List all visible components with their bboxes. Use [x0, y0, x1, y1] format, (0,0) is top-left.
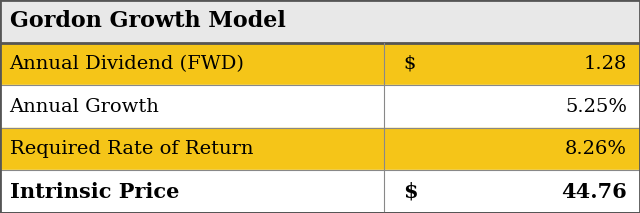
Text: Intrinsic Price: Intrinsic Price [10, 182, 179, 202]
Text: Annual Dividend (FWD): Annual Dividend (FWD) [10, 55, 244, 73]
Text: $: $ [403, 182, 418, 202]
Text: $: $ [403, 55, 415, 73]
Text: Gordon Growth Model: Gordon Growth Model [10, 10, 285, 32]
Bar [0, 170, 640, 213]
Text: 8.26%: 8.26% [565, 140, 627, 158]
Text: 44.76: 44.76 [561, 182, 627, 202]
Text: Required Rate of Return: Required Rate of Return [10, 140, 253, 158]
Text: 5.25%: 5.25% [565, 98, 627, 115]
Bar [0, 128, 640, 170]
Bar [0, 0, 640, 43]
Bar [0, 85, 640, 128]
Bar [0, 43, 640, 85]
Text: 1.28: 1.28 [584, 55, 627, 73]
Text: Annual Growth: Annual Growth [10, 98, 159, 115]
